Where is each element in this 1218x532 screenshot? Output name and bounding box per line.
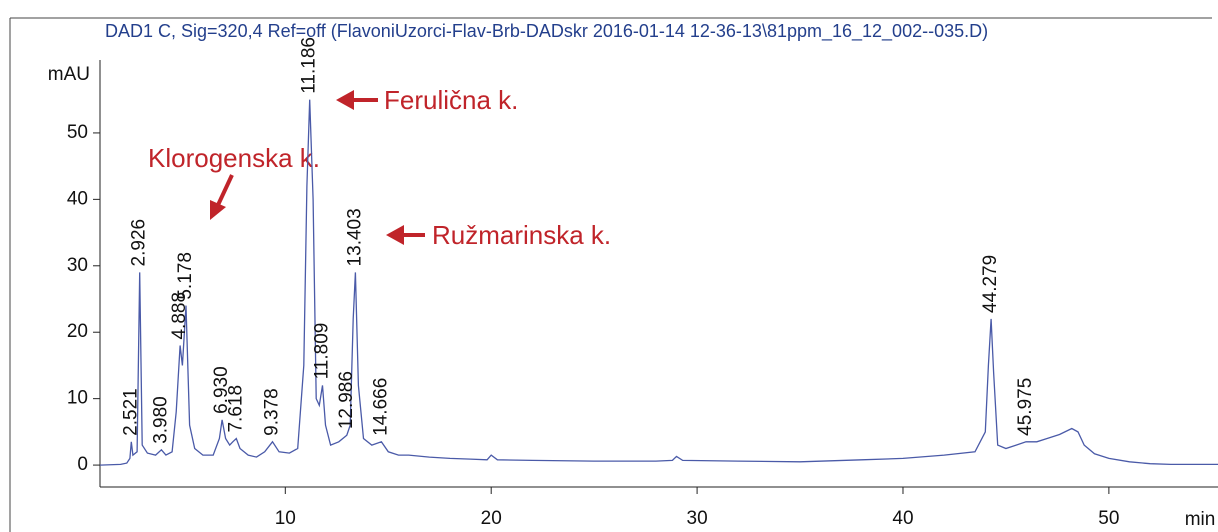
peak-label: 14.666 — [370, 378, 391, 436]
annotation-arrows — [210, 90, 425, 245]
peak-label: 7.618 — [225, 385, 246, 433]
x-axis-label: min — [1185, 509, 1216, 530]
peak-label: 44.279 — [980, 255, 1001, 313]
arrow-head — [386, 225, 404, 245]
y-tick-label: 10 — [67, 388, 88, 409]
annotation: Klorogenska k. — [148, 143, 320, 173]
peak-label: 2.521 — [120, 388, 141, 436]
x-tick-label: 10 — [275, 508, 296, 529]
x-tick-label: 50 — [1098, 508, 1119, 529]
peak-label: 11.186 — [299, 37, 320, 94]
annotation: Ružmarinska k. — [432, 220, 611, 250]
arrow-head — [210, 200, 226, 220]
annotation: Ferulična k. — [384, 85, 518, 115]
y-tick-label: 40 — [67, 188, 88, 209]
x-tick-label: 40 — [892, 508, 913, 529]
peak-label: 9.378 — [262, 388, 283, 436]
peak-label: 5.178 — [175, 252, 196, 300]
peak-label: 45.975 — [1015, 378, 1036, 436]
peak-label: 6.930 — [211, 366, 232, 414]
x-tick-label: 20 — [481, 508, 502, 529]
y-tick-label: 30 — [67, 255, 88, 276]
peak-label: 12.986 — [336, 371, 357, 429]
peak-label: 3.980 — [150, 396, 171, 444]
x-tick-label: 30 — [687, 508, 708, 529]
y-axis-label: mAU — [48, 64, 90, 85]
peak-label: 2.926 — [129, 219, 150, 267]
peak-label: 4.888 — [169, 292, 190, 340]
y-tick-label: 0 — [77, 454, 88, 475]
chart-title: DAD1 C, Sig=320,4 Ref=off (FlavoniUzorci… — [105, 21, 988, 42]
arrow-head — [336, 90, 354, 110]
trace — [99, 99, 1218, 466]
y-tick-label: 20 — [67, 321, 88, 342]
peak-label: 13.403 — [344, 208, 365, 266]
peak-label: 11.809 — [312, 323, 333, 380]
arrow — [216, 174, 234, 206]
y-tick-label: 50 — [67, 122, 88, 143]
